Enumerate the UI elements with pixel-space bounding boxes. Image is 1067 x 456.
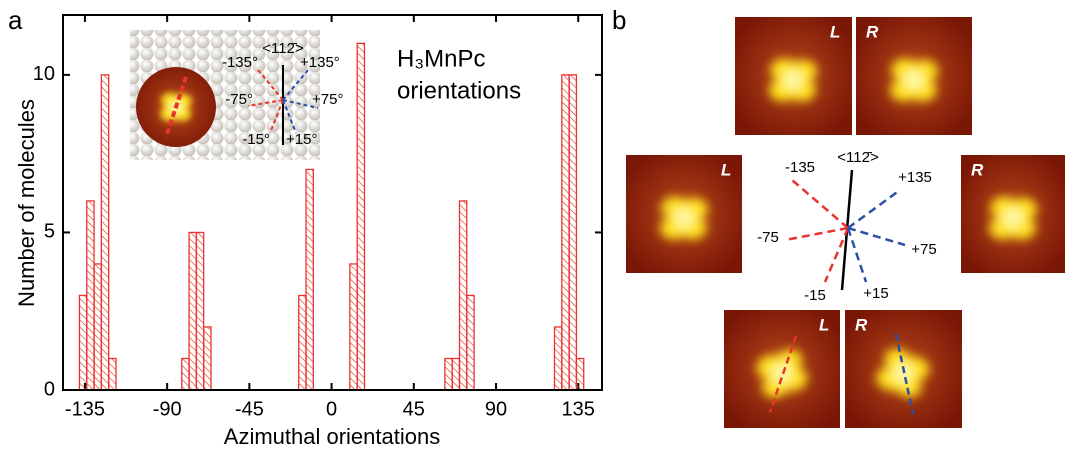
- inset-angle-label: +15°: [286, 131, 317, 148]
- figure: a Number of molecules Azimuthal orientat…: [0, 0, 1067, 451]
- bar: [576, 358, 583, 390]
- bar: [196, 232, 203, 390]
- image-label: R: [971, 160, 984, 179]
- angle-label: +15: [863, 285, 888, 302]
- bar: [79, 295, 86, 390]
- direction-diagram: [785, 170, 905, 290]
- angle-label: -135: [785, 159, 815, 176]
- bar: [189, 232, 196, 390]
- direction-label: <112̄>: [837, 149, 879, 166]
- inset-angle-label: +135°: [300, 54, 340, 71]
- bar: [452, 358, 459, 390]
- angle-label: +135: [898, 169, 932, 186]
- x-tick-label: 135: [562, 398, 595, 420]
- angle-label: -15: [804, 287, 826, 304]
- bar: [467, 295, 474, 390]
- x-tick-label: -90: [153, 398, 182, 420]
- bar: [299, 295, 306, 390]
- bar: [94, 264, 101, 390]
- panel-label: a: [8, 5, 23, 35]
- inset-direction-label: <112̄>: [262, 40, 304, 57]
- y-axis-label: Number of molecules: [14, 99, 39, 307]
- bar: [445, 358, 452, 390]
- x-tick-label: 45: [403, 398, 425, 420]
- angle-label: -75: [757, 229, 779, 246]
- inset-angle-label: +75°: [312, 91, 343, 108]
- image-label: L: [819, 315, 829, 334]
- image-label: L: [830, 22, 840, 41]
- bar: [554, 327, 561, 390]
- y-tick-label: 10: [33, 63, 55, 85]
- bar: [350, 264, 357, 390]
- panel-label: b: [612, 5, 626, 35]
- inset-angle-label: -75°: [225, 91, 253, 108]
- x-axis-label: Azimuthal orientations: [224, 424, 440, 449]
- x-tick-label: 0: [326, 398, 337, 420]
- image-label: R: [866, 22, 879, 41]
- bar: [204, 327, 211, 390]
- inset-angle-label: -15°: [242, 131, 270, 148]
- bar: [306, 169, 313, 390]
- annotation: orientations: [397, 77, 521, 104]
- inset-angle-label: -135°: [222, 54, 258, 71]
- bar: [87, 201, 94, 390]
- image-label: L: [721, 160, 731, 179]
- x-tick-label: 90: [485, 398, 507, 420]
- angle-label: +75: [911, 241, 936, 258]
- bar: [109, 358, 116, 390]
- y-tick-label: 0: [44, 378, 55, 400]
- bar: [569, 75, 576, 390]
- bar: [357, 43, 364, 390]
- bar: [101, 75, 108, 390]
- bar: [182, 358, 189, 390]
- x-tick-label: -135: [65, 398, 105, 420]
- inset: <112̄> -135° +135° -75° +75° -15° +15°: [130, 30, 343, 160]
- bar: [459, 201, 466, 390]
- stm-images: L R L R L R: [626, 17, 1065, 428]
- image-label: R: [855, 315, 868, 334]
- bar: [562, 75, 569, 390]
- annotation: H₃MnPc: [397, 45, 485, 72]
- y-tick-label: 5: [44, 221, 55, 243]
- x-tick-label: -45: [235, 398, 264, 420]
